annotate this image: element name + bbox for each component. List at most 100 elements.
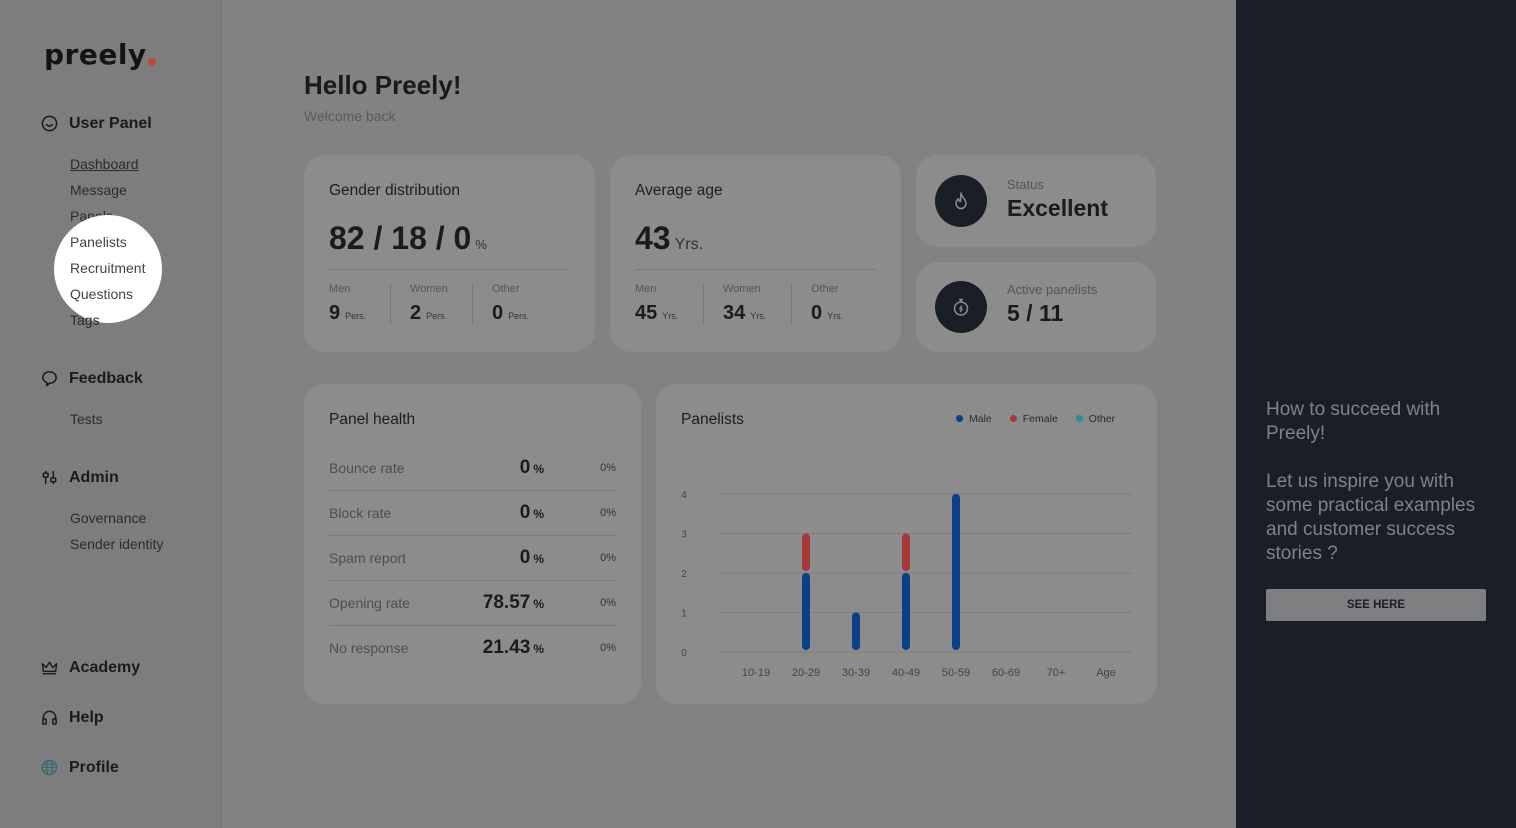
legend-dot [956, 415, 963, 422]
age-men-unit: Yrs. [662, 311, 679, 321]
gender-women-number: 2 [410, 302, 422, 324]
age-women-number: 34 [723, 302, 746, 324]
nav-academy[interactable]: Academy [40, 658, 140, 677]
nav-help[interactable]: Help [40, 708, 104, 727]
divider [329, 490, 616, 491]
nav-user-panel-label: User Panel [69, 114, 152, 132]
health-row-number: 0 [519, 457, 531, 478]
health-row-label: Spam report [329, 550, 407, 566]
age-women-label: Women [723, 283, 761, 295]
chart-legend: Male Female Other [956, 413, 1115, 425]
brand-logo[interactable]: preely [44, 38, 156, 71]
x-axis-label: Age [1096, 667, 1116, 679]
gender-value: 82 / 18 / 0% [329, 220, 487, 257]
gender-other-value: 0 Pers. [492, 302, 529, 325]
nav-feedback[interactable]: Feedback [40, 369, 143, 388]
age-value: 43 Yrs. [635, 220, 703, 257]
panel-health-title: Panel health [329, 411, 416, 428]
headphones-icon [42, 710, 57, 725]
age-card-title: Average age [635, 182, 723, 199]
nav-profile[interactable]: Profile [40, 758, 119, 777]
average-age-card: Average age 43 Yrs. Men 45 Yrs. Women 34 Yr… [610, 155, 901, 352]
stopwatch-icon [953, 298, 969, 316]
y-tick-label: 3 [681, 530, 687, 541]
age-value-text: 43 [635, 220, 671, 256]
gender-other-unit: Pers. [508, 311, 530, 321]
nav-user-panel[interactable]: User Panel [40, 114, 152, 133]
divider [329, 580, 616, 581]
gender-card-title: Gender distribution [329, 182, 460, 199]
nav-feedback-label: Feedback [69, 369, 143, 387]
sidebar-item-tests[interactable]: Tests [70, 411, 103, 427]
health-row-value: 0% [424, 502, 544, 524]
active-value: 5 / 11 [1007, 300, 1064, 326]
health-row-value: 78.57% [424, 592, 544, 614]
sliders-icon [42, 470, 57, 485]
gender-men-label: Men [329, 283, 351, 295]
health-row-unit: % [533, 552, 544, 566]
page-title: Hello Preely! [304, 70, 462, 100]
y-tick-label: 2 [681, 569, 687, 580]
health-row-unit: % [533, 462, 544, 476]
health-row-label: Opening rate [329, 595, 410, 611]
sidebar: preely User Panel Dashboard Message Pane… [0, 0, 224, 828]
legend-dot [1075, 415, 1083, 422]
bar-male [852, 612, 860, 650]
sidebar-item-questions[interactable]: Questions [70, 286, 134, 302]
y-tick-label: 4 [681, 490, 687, 501]
gender-women-value: 2 Pers. [410, 302, 447, 325]
sidebar-item-recruitment[interactable]: Recruitment [70, 260, 146, 276]
sidebar-item-sender-identity[interactable]: Sender identity [70, 536, 164, 552]
sidebar-item-governance[interactable]: Governance [70, 510, 147, 526]
legend-dot [1009, 415, 1017, 422]
health-row-label: No response [329, 640, 409, 656]
divider [329, 625, 616, 626]
page-subtitle: Welcome back [304, 108, 396, 124]
legend-label: Male [969, 413, 992, 425]
panelists-chart: 0 1 2 3 4 10-19 20-29 30-39 40-49 50-59 60-69 70+ Ag… [681, 490, 1132, 679]
promo-body: Let us inspire you with some practical e… [1266, 471, 1476, 564]
age-other-value: 0 Yrs. [811, 302, 843, 325]
chat-bubble-icon [42, 371, 57, 387]
y-tick-label: 0 [681, 648, 687, 659]
crown-icon [41, 661, 58, 675]
active-label: Active panelists [1007, 282, 1098, 297]
nav-academy-label: Academy [69, 658, 141, 676]
sidebar-item-tags[interactable]: Tags [70, 312, 100, 328]
sidebar-item-message[interactable]: Message [70, 182, 127, 198]
legend-item-other: Other [1075, 413, 1115, 425]
age-men-label: Men [635, 283, 657, 295]
sidebar-item-panelists[interactable]: Panelists [70, 234, 127, 250]
health-row-value: 21.43% [424, 637, 544, 659]
x-tick-label: 40-49 [892, 667, 920, 679]
bar-female [902, 533, 910, 571]
globe-icon [41, 759, 58, 776]
nav-admin[interactable]: Admin [40, 468, 119, 487]
health-row-unit: % [533, 597, 544, 611]
see-here-button[interactable]: SEE HERE [1266, 589, 1486, 621]
active-icon-wrapper [935, 281, 987, 333]
divider [635, 269, 876, 270]
legend-item-female: Female [1009, 413, 1058, 425]
promo-panel: How to succeed with Preely! Let us inspi… [1236, 0, 1516, 828]
gender-value-text: 82 / 18 / 0 [329, 220, 472, 256]
health-row-number: 0 [519, 502, 531, 523]
nav-admin-label: Admin [69, 468, 119, 486]
health-row-percent: 0% [600, 597, 616, 609]
panel-health-card: Panel health Bounce rate 0% 0% Block rate 0%… [304, 384, 641, 704]
x-tick-label: 60-69 [992, 667, 1020, 679]
sidebar-item-dashboard[interactable]: Dashboard [70, 156, 139, 172]
gender-value-unit: % [475, 237, 487, 252]
legend-label: Female [1022, 413, 1058, 425]
main-content: Hello Preely! Welcome back Gender distri… [224, 0, 1236, 828]
health-row-value: 0% [424, 547, 544, 569]
bar-male [902, 573, 910, 650]
logo-dot [147, 58, 156, 66]
age-women-value: 34 Yrs. [723, 302, 766, 325]
gender-women-unit: Pers. [426, 311, 448, 321]
age-men-value: 45 Yrs. [635, 302, 678, 325]
nav-help-label: Help [69, 708, 104, 726]
nav-profile-label: Profile [69, 758, 119, 776]
x-tick-label: 30-39 [842, 667, 870, 679]
status-icon-wrapper [935, 175, 987, 227]
